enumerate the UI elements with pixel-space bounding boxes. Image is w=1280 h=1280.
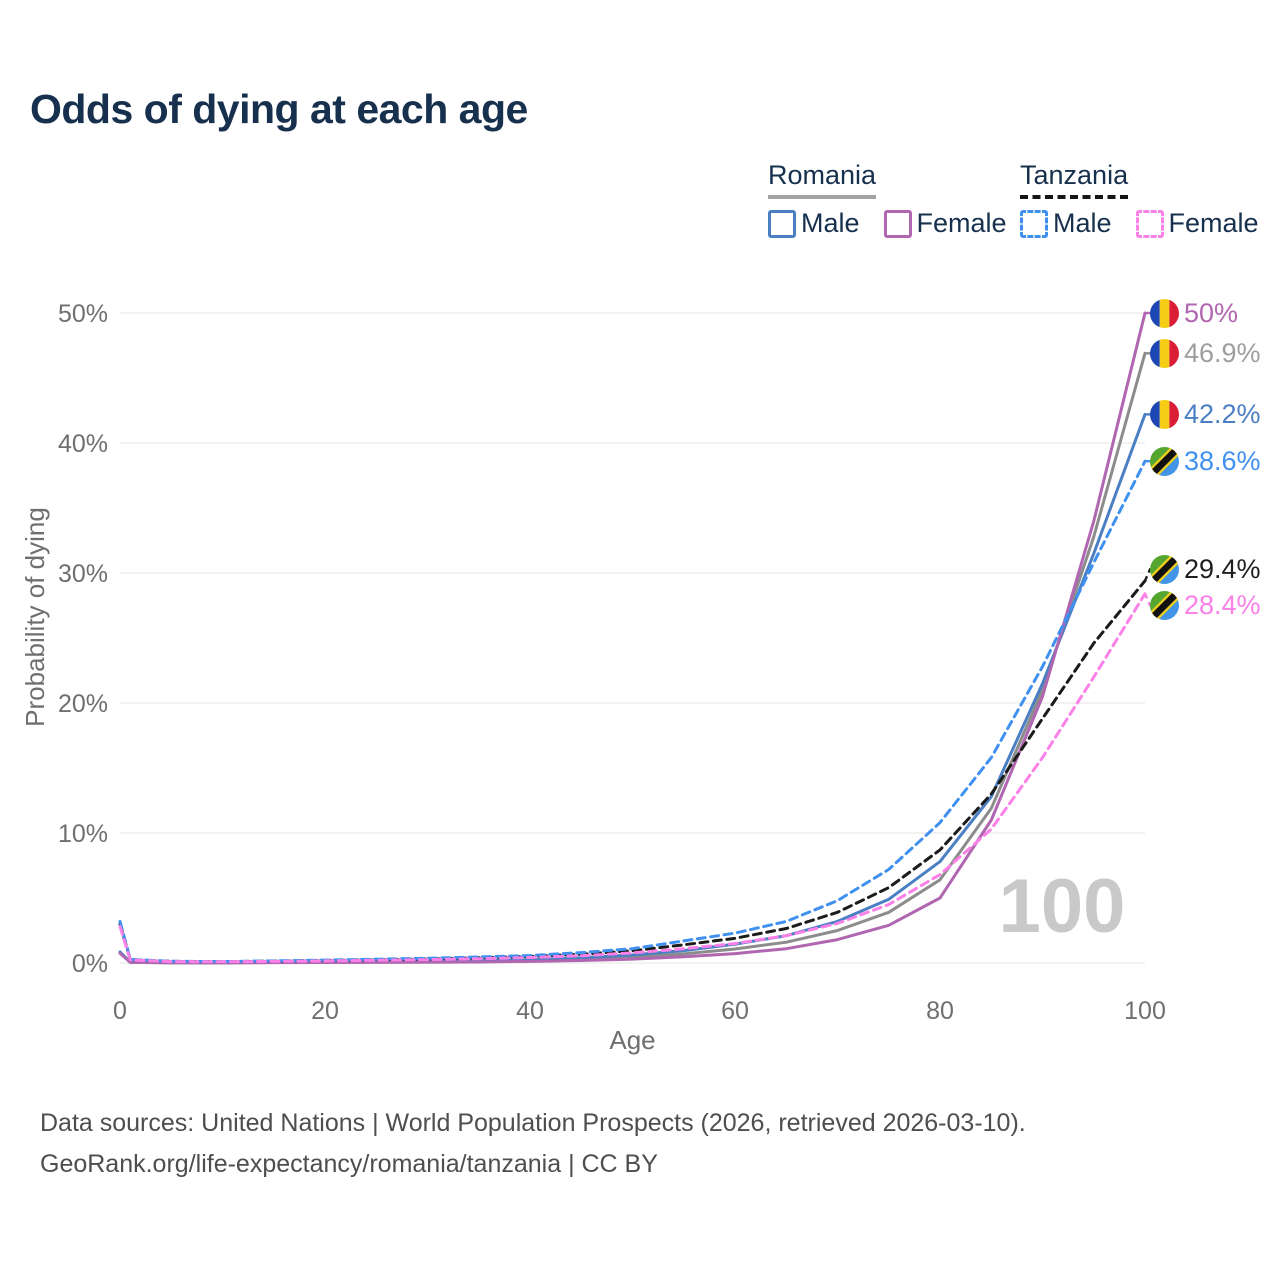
- y-axis: 0% 10% 20% 30% 40% 50%: [58, 300, 108, 978]
- series-line-romania-both: [118, 351, 1147, 965]
- end-label-romania-both: 46.9%: [1150, 338, 1261, 369]
- series-line-tanzania-both: [118, 579, 1147, 964]
- end-label-tanzania-both: 29.4%: [1150, 554, 1261, 585]
- legend-item-tanzania-male[interactable]: Male: [1020, 208, 1112, 239]
- checkbox-romania-female-icon[interactable]: [883, 209, 912, 238]
- legend-item-romania-female[interactable]: Female: [883, 208, 1007, 239]
- x-tick-label: 40: [516, 997, 544, 1025]
- footer-attribution: GeoRank.org/life-expectancy/romania/tanz…: [40, 1150, 658, 1178]
- end-label-value: 50%: [1184, 298, 1239, 328]
- legend-item-romania-male[interactable]: Male: [768, 208, 860, 239]
- x-axis-title: Age: [609, 1025, 655, 1055]
- end-label-value: 46.9%: [1184, 338, 1261, 369]
- end-label-leader: [1143, 568, 1153, 582]
- end-label-romania-male: 42.2%: [1150, 399, 1261, 430]
- end-label-leader: [1143, 593, 1153, 607]
- tanzania-flag-icon: [1150, 447, 1179, 477]
- legend-item-label: Male: [801, 208, 860, 238]
- y-tick-label: 50%: [58, 300, 108, 328]
- legend-item-label: Male: [1053, 208, 1112, 238]
- y-tick-label: 30%: [58, 560, 108, 588]
- y-tick-label: 10%: [58, 820, 108, 848]
- x-tick-label: 80: [926, 997, 954, 1025]
- romania-flag-icon: [1150, 299, 1179, 328]
- legend-group-tanzania: Tanzania Male Female: [1020, 160, 1259, 239]
- legend-item-label: Female: [916, 208, 1007, 238]
- end-label-value: 38.6%: [1184, 446, 1261, 477]
- x-axis: 0 20 40 60 80 100: [113, 997, 1166, 1025]
- legend-country-romania: Romania: [768, 160, 877, 199]
- legend-item-label: Female: [1168, 208, 1259, 238]
- page-title: Odds of dying at each age: [30, 86, 528, 132]
- legend-item-tanzania-female[interactable]: Female: [1135, 208, 1259, 239]
- end-label-tanzania-male: 38.6%: [1150, 446, 1261, 477]
- checkbox-tanzania-female-icon[interactable]: [1135, 209, 1164, 238]
- end-label-romania-female: 50%: [1150, 298, 1238, 329]
- x-tick-label: 60: [721, 997, 749, 1025]
- end-label-value: 28.4%: [1184, 590, 1261, 621]
- end-label-tanzania-female: 28.4%: [1150, 590, 1261, 621]
- checkbox-romania-male-icon[interactable]: [768, 209, 796, 238]
- series-line-romania-female: [118, 311, 1147, 965]
- tanzania-flag-icon: [1150, 555, 1179, 585]
- tanzania-flag-icon: [1150, 591, 1179, 621]
- legend-group-romania: Romania Male Female: [768, 160, 1007, 239]
- y-tick-label: 40%: [58, 430, 108, 458]
- legend-country-tanzania: Tanzania: [1020, 160, 1129, 199]
- checkbox-tanzania-male-icon[interactable]: [1020, 209, 1048, 238]
- footer: Data sources: United Nations | World Pop…: [40, 1103, 1026, 1185]
- x-tick-label: 0: [113, 997, 127, 1025]
- age-counter-watermark: 100: [999, 864, 1126, 949]
- x-tick-label: 100: [1124, 997, 1166, 1025]
- footer-data-sources: Data sources: United Nations | World Pop…: [40, 1109, 1026, 1137]
- series-line-tanzania-female: [118, 592, 1147, 964]
- end-label-value: 42.2%: [1184, 399, 1261, 430]
- y-tick-label: 20%: [58, 690, 108, 718]
- romania-flag-icon: [1150, 339, 1179, 369]
- gridlines: [120, 312, 1145, 964]
- y-axis-title: Probability of dying: [20, 507, 50, 727]
- x-tick-label: 20: [311, 997, 339, 1025]
- romania-flag-icon: [1150, 400, 1179, 430]
- end-label-value: 29.4%: [1184, 554, 1261, 585]
- y-tick-label: 0%: [72, 950, 108, 978]
- series-line-romania-male: [118, 412, 1147, 965]
- series-line-tanzania-male: [118, 459, 1147, 964]
